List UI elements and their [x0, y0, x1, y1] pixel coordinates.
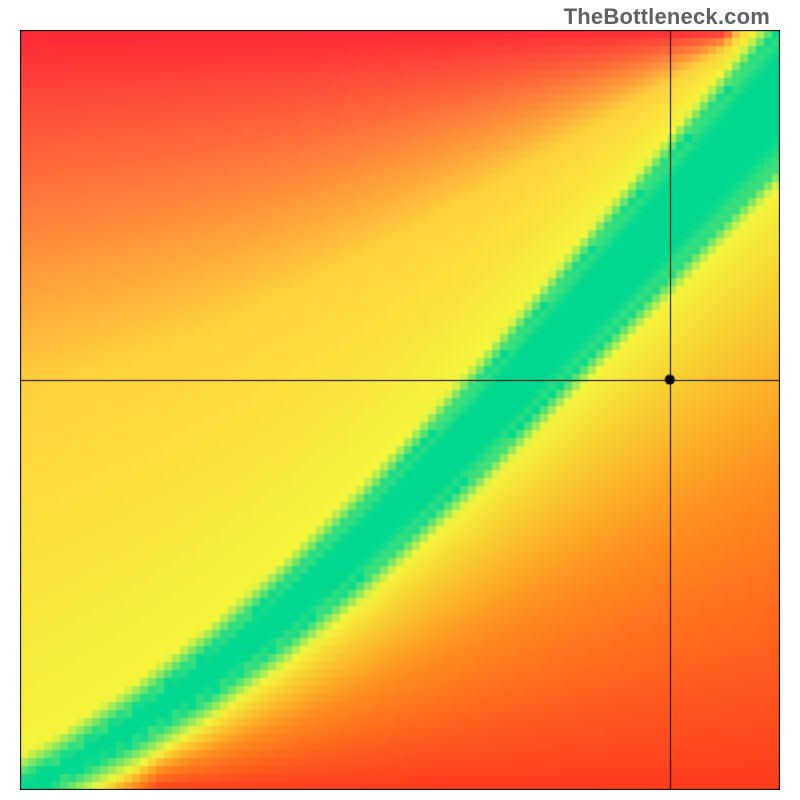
- watermark-text: TheBottleneck.com: [564, 4, 770, 30]
- chart-container: TheBottleneck.com: [0, 0, 800, 800]
- bottleneck-heatmap: [20, 30, 780, 790]
